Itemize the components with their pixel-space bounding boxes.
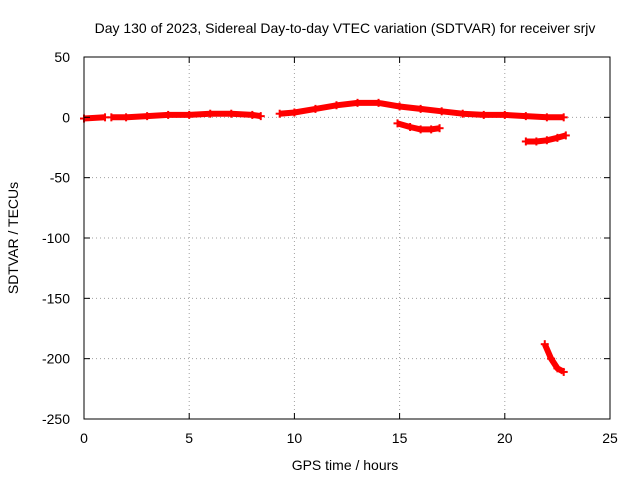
plot-frame bbox=[83, 56, 611, 420]
data-point bbox=[500, 110, 509, 119]
data-point bbox=[561, 131, 570, 140]
data-point bbox=[521, 112, 530, 121]
y-tick-label: -250 bbox=[42, 411, 70, 427]
data-point bbox=[559, 113, 568, 122]
data-point bbox=[185, 110, 194, 119]
data-point bbox=[143, 112, 152, 121]
data-point bbox=[547, 354, 556, 363]
data-point bbox=[374, 98, 383, 107]
data-point bbox=[542, 136, 551, 145]
y-tick-label: -150 bbox=[42, 290, 70, 306]
data-point bbox=[290, 108, 299, 117]
data-point bbox=[393, 119, 402, 128]
data-point bbox=[206, 109, 215, 118]
data-point bbox=[559, 367, 568, 376]
x-tick-label: 15 bbox=[392, 430, 408, 446]
y-tick-label: 0 bbox=[62, 109, 70, 125]
data-point bbox=[248, 110, 257, 119]
data-point bbox=[406, 122, 415, 131]
data-point bbox=[275, 109, 284, 118]
data-point bbox=[542, 113, 551, 122]
data-point bbox=[458, 109, 467, 118]
y-axis-label: SDTVAR / TECUs bbox=[5, 182, 21, 294]
data-point bbox=[435, 124, 444, 133]
data-series-line bbox=[279, 99, 564, 121]
data-point bbox=[353, 98, 362, 107]
x-tick-label: 0 bbox=[80, 430, 88, 446]
y-tick-label: -100 bbox=[42, 230, 70, 246]
data-point bbox=[437, 107, 446, 116]
data-series bbox=[80, 98, 570, 376]
y-tick-label: -50 bbox=[50, 170, 70, 186]
data-point bbox=[395, 102, 404, 111]
x-axis-label: GPS time / hours bbox=[292, 457, 399, 473]
data-point bbox=[256, 112, 265, 121]
data-point bbox=[553, 133, 562, 142]
data-point bbox=[122, 113, 131, 122]
chart-title: Day 130 of 2023, Sidereal Day-to-day VTE… bbox=[95, 20, 596, 36]
x-tick-label: 5 bbox=[185, 430, 193, 446]
data-point bbox=[164, 110, 173, 119]
data-point bbox=[311, 104, 320, 113]
data-point bbox=[107, 113, 116, 122]
data-point bbox=[427, 125, 436, 134]
data-series-line bbox=[542, 343, 566, 375]
data-point bbox=[332, 101, 341, 110]
data-point bbox=[479, 110, 488, 119]
data-point bbox=[553, 364, 562, 373]
grid-lines bbox=[84, 57, 610, 419]
axis-ticks: 0 5 10 15 20 25 50 0 -50 -100 -150 -200 -250 bbox=[42, 49, 618, 446]
x-tick-label: 20 bbox=[497, 430, 513, 446]
data-point bbox=[540, 340, 549, 349]
data-point bbox=[416, 104, 425, 113]
data-point bbox=[227, 109, 236, 118]
data-point bbox=[416, 125, 425, 134]
data-point bbox=[521, 137, 530, 146]
x-tick-label: 10 bbox=[287, 430, 303, 446]
y-tick-label: -200 bbox=[42, 351, 70, 367]
data-point bbox=[532, 137, 541, 146]
x-tick-label: 25 bbox=[602, 430, 618, 446]
y-tick-label: 50 bbox=[54, 49, 70, 65]
